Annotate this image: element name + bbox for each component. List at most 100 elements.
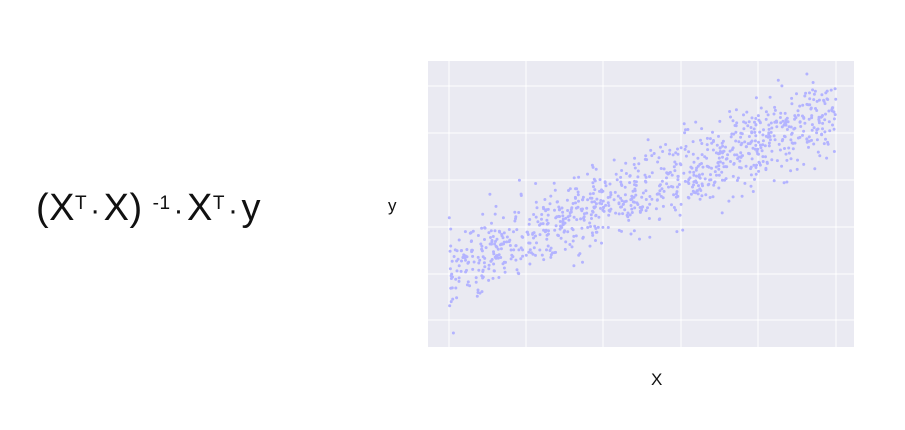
scatter-point	[543, 230, 547, 234]
scatter-point	[717, 164, 721, 168]
scatter-point	[459, 269, 463, 273]
scatter-point	[662, 189, 666, 193]
scatter-point	[692, 170, 696, 174]
scatter-point	[746, 124, 750, 128]
scatter-point	[528, 218, 532, 221]
scatter-point	[629, 204, 633, 207]
scatter-point	[448, 304, 452, 308]
scatter-point	[673, 169, 677, 173]
scatter-point	[502, 242, 506, 246]
scatter-point	[751, 146, 755, 150]
scatter-point	[754, 143, 758, 147]
scatter-point	[603, 181, 607, 185]
scatter-point	[728, 149, 732, 153]
scatter-point	[457, 238, 461, 242]
scatter-point	[758, 143, 762, 147]
scatter-point	[692, 190, 696, 194]
scatter-point	[517, 178, 521, 182]
scatter-point	[747, 152, 751, 156]
scatter-point	[798, 135, 802, 139]
scatter-point	[594, 214, 598, 218]
scatter-point	[455, 269, 459, 273]
scatter-point	[690, 166, 694, 170]
scatter-point	[676, 152, 680, 156]
scatter-point	[810, 116, 814, 120]
scatter-point	[581, 198, 585, 202]
scatter-point	[669, 185, 673, 188]
scatter-point	[559, 236, 563, 240]
scatter-point	[494, 204, 498, 208]
scatter-point	[481, 212, 485, 216]
scatter-point	[826, 142, 830, 146]
scatter-point	[645, 158, 649, 162]
formula-close-paren: )	[129, 187, 143, 229]
scatter-point	[581, 207, 584, 211]
scatter-point	[561, 217, 565, 221]
scatter-point	[602, 206, 605, 210]
scatter-point	[674, 208, 677, 212]
scatter-point	[790, 102, 794, 106]
scatter-point	[585, 206, 589, 210]
scatter-point	[512, 248, 516, 252]
scatter-point	[717, 134, 720, 138]
scatter-point	[624, 199, 628, 203]
scatter-point	[571, 202, 575, 205]
scatter-point	[773, 138, 777, 142]
scatter-point	[807, 139, 811, 143]
scatter-point	[614, 172, 618, 176]
scatter-point	[731, 119, 735, 123]
scatter-point	[482, 261, 486, 265]
scatter-point	[833, 113, 837, 117]
scatter-point	[728, 110, 732, 113]
scatter-point	[716, 152, 720, 156]
scatter-point	[515, 228, 519, 232]
formula-transpose: T	[75, 193, 88, 214]
scatter-point	[527, 250, 531, 254]
scatter-point	[664, 143, 668, 146]
scatter-point	[808, 103, 812, 107]
scatter-point	[672, 193, 676, 197]
scatter-point	[676, 185, 679, 189]
scatter-point	[480, 290, 484, 294]
scatter-point	[636, 169, 640, 173]
scatter-point	[568, 211, 572, 215]
scatter-point	[821, 121, 825, 125]
scatter-point	[601, 225, 605, 229]
scatter-point	[520, 235, 524, 239]
scatter-point	[785, 128, 789, 131]
scatter-point	[632, 163, 636, 166]
scatter-point	[453, 248, 457, 252]
scatter-point	[646, 138, 650, 142]
scatter-point	[692, 183, 695, 187]
scatter-point	[724, 145, 727, 149]
scatter-point	[495, 245, 499, 249]
scatter-point	[784, 118, 788, 122]
scatter-point	[708, 196, 712, 199]
scatter-point	[711, 130, 714, 134]
scatter-point	[449, 286, 453, 290]
scatter-point	[456, 257, 460, 261]
scatter-point	[469, 240, 473, 243]
scatter-point	[705, 156, 709, 160]
scatter-point	[451, 331, 455, 335]
scatter-point	[706, 148, 710, 152]
scatter-point	[627, 218, 631, 222]
scatter-point	[772, 112, 776, 116]
scatter-point	[481, 270, 485, 273]
scatter-point	[754, 166, 758, 169]
scatter-point	[708, 137, 712, 141]
scatter-point	[684, 144, 688, 148]
scatter-point	[789, 138, 793, 142]
scatter-point	[813, 167, 817, 171]
scatter-point	[476, 291, 480, 294]
scatter-point	[449, 277, 453, 280]
scatter-point	[588, 221, 592, 225]
scatter-point	[776, 78, 780, 82]
scatter-point	[717, 173, 721, 177]
scatter-point	[701, 165, 705, 169]
scatter-point	[717, 167, 721, 171]
scatter-point	[676, 147, 679, 151]
scatter-point	[596, 225, 600, 229]
scatter-point	[594, 230, 598, 234]
scatter-point	[659, 145, 662, 149]
